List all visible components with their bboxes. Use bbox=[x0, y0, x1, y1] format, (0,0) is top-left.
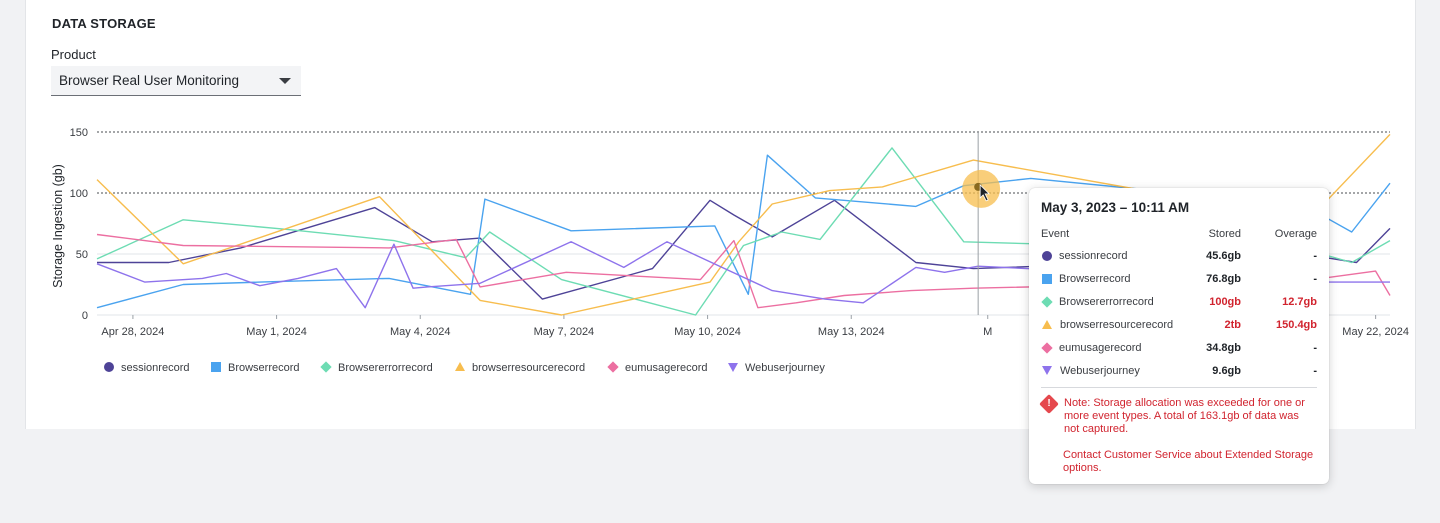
tooltip-row: Browsererrorrecord 100gb 12.7gb bbox=[1041, 290, 1317, 313]
triangle-up-icon bbox=[1042, 320, 1052, 329]
tooltip-row-name: sessionrecord bbox=[1041, 244, 1177, 267]
col-event: Event bbox=[1041, 228, 1070, 240]
legend-diamond-icon bbox=[320, 361, 332, 373]
legend-item-eumusagerecord[interactable]: eumusagerecord bbox=[607, 361, 708, 374]
x-tick-label: May 7, 2024 bbox=[534, 326, 595, 338]
tooltip-row-stored: 100gb bbox=[1209, 295, 1241, 308]
storage-chart: 0 50 100 150 Apr 28, 2024 May 1, 2024 May 4, … bbox=[51, 127, 1409, 374]
y-tick-label: 50 bbox=[76, 249, 88, 261]
legend-circle-icon bbox=[104, 362, 114, 372]
legend-triangle-up-icon bbox=[455, 362, 465, 371]
tooltip-row-stored: 45.6gb bbox=[1206, 249, 1241, 262]
tooltip-divider bbox=[1041, 387, 1317, 388]
tooltip-row-name: Browsererrorrecord bbox=[1041, 290, 1177, 313]
tooltip-row: Webuserjourney 9.6gb - bbox=[1041, 359, 1317, 382]
legend-label: Webuserjourney bbox=[745, 362, 825, 374]
tooltip-row-overage: - bbox=[1313, 272, 1317, 285]
legend-label: sessionrecord bbox=[121, 362, 189, 374]
tooltip-row-label: Browsererrorrecord bbox=[1059, 295, 1154, 308]
tooltip-row-overage: 150.4gb bbox=[1276, 318, 1317, 331]
cursor-icon bbox=[979, 183, 991, 202]
tooltip-row-stored: 76.8gb bbox=[1206, 272, 1241, 285]
legend-label: browserresourcerecord bbox=[472, 362, 585, 374]
legend-label: Browsererrorrecord bbox=[338, 362, 433, 374]
tooltip-row-label: eumusagerecord bbox=[1059, 341, 1142, 354]
legend-item-browserrecord[interactable]: Browserrecord bbox=[211, 362, 300, 374]
tooltip-row-label: sessionrecord bbox=[1059, 249, 1128, 262]
tooltip-row-name: browserresourcerecord bbox=[1041, 313, 1177, 336]
triangle-down-icon bbox=[1042, 366, 1052, 375]
legend-item-sessionrecord[interactable]: sessionrecord bbox=[104, 362, 189, 374]
tooltip-row-overage: - bbox=[1313, 341, 1317, 354]
y-tick-label: 100 bbox=[70, 188, 88, 200]
x-tick-label: May 1, 2024 bbox=[246, 326, 307, 338]
y-axis-label: Storage Ingestion (gb) bbox=[51, 164, 65, 288]
note-text: Note: Storage allocation was exceeded fo… bbox=[1064, 397, 1305, 435]
tooltip-row-overage: 12.7gb bbox=[1282, 295, 1317, 308]
circle-icon bbox=[1042, 250, 1052, 261]
legend-item-browsererrorrecord[interactable]: Browsererrorrecord bbox=[320, 361, 433, 374]
series-line-browserresourcerecord bbox=[96, 133, 1391, 316]
legend-label: Browserrecord bbox=[228, 362, 300, 374]
series-line-browserrecord bbox=[96, 154, 1391, 309]
tooltip-row: browserresourcerecord 2tb 150.4gb bbox=[1041, 313, 1317, 336]
col-stored: Stored bbox=[1208, 228, 1241, 240]
tooltip-row-stored: 9.6gb bbox=[1212, 364, 1241, 377]
legend-item-browserresourcerecord[interactable]: browserresourcerecord bbox=[455, 362, 585, 374]
tooltip-row-label: Browserrecord bbox=[1059, 272, 1131, 285]
tooltip-row: Browserrecord 76.8gb - bbox=[1041, 267, 1317, 290]
diamond-icon bbox=[1041, 295, 1053, 308]
tooltip-row-name: Webuserjourney bbox=[1041, 359, 1177, 382]
legend-triangle-down-icon bbox=[728, 363, 738, 372]
legend-label: eumusagerecord bbox=[625, 362, 708, 374]
tooltip-row-label: Webuserjourney bbox=[1060, 364, 1140, 377]
tooltip-row: eumusagerecord 34.8gb - bbox=[1041, 336, 1317, 359]
section-title: DATA STORAGE bbox=[52, 16, 156, 31]
contact-text: Contact Customer Service about Extended … bbox=[1063, 449, 1314, 474]
warning-icon: ! bbox=[1039, 394, 1059, 414]
x-tick-label: May 13, 2024 bbox=[818, 326, 885, 338]
legend-diamond-icon bbox=[607, 361, 619, 373]
y-axis: 0 50 100 150 bbox=[70, 127, 88, 322]
tooltip-row-name: eumusagerecord bbox=[1041, 336, 1177, 359]
y-tick-label: 0 bbox=[82, 310, 88, 322]
col-overage: Overage bbox=[1274, 228, 1317, 240]
tooltip-row-overage: - bbox=[1313, 249, 1317, 262]
y-tick-label: 150 bbox=[70, 127, 88, 139]
x-axis: Apr 28, 2024 May 1, 2024 May 4, 2024 May 7,… bbox=[101, 315, 1409, 338]
legend-item-webuserjourney[interactable]: Webuserjourney bbox=[728, 362, 825, 374]
tooltip-row-overage: - bbox=[1313, 364, 1317, 377]
series-line-webuserjourney bbox=[96, 241, 1390, 309]
x-tick-label: Apr 28, 2024 bbox=[101, 326, 164, 338]
tooltip-row-label: browserresourcerecord bbox=[1060, 318, 1174, 331]
square-icon bbox=[1042, 273, 1052, 284]
chart-legend: sessionrecord Browserrecord Browsererrorre… bbox=[104, 361, 825, 374]
product-select[interactable]: Browser Real User Monitoring bbox=[51, 66, 301, 96]
tooltip-row-stored: 34.8gb bbox=[1206, 341, 1241, 354]
legend-square-icon bbox=[211, 362, 221, 372]
x-tick-label: May 22, 2024 bbox=[1342, 326, 1409, 338]
tooltip-note: ! Note: Storage allocation was exceeded … bbox=[1039, 394, 1317, 449]
chevron-down-icon bbox=[279, 78, 291, 84]
hover-highlight bbox=[962, 132, 1001, 315]
diamond-icon bbox=[1041, 341, 1053, 354]
tooltip-row-name: Browserrecord bbox=[1041, 267, 1177, 290]
tooltip-title: May 3, 2023 – 10:11 AM bbox=[1041, 200, 1190, 215]
x-tick-label: May 4, 2024 bbox=[390, 326, 451, 338]
x-tick-label: M bbox=[983, 326, 992, 338]
tooltip-row-stored: 2tb bbox=[1224, 318, 1242, 331]
tooltip-table: Event Stored Overage sessionrecord 45.6gb… bbox=[1041, 224, 1317, 382]
product-label: Product bbox=[51, 47, 96, 62]
tooltip-row: sessionrecord 45.6gb - bbox=[1041, 244, 1317, 267]
x-tick-label: May 10, 2024 bbox=[674, 326, 741, 338]
chart-tooltip: May 3, 2023 – 10:11 AM Event Stored Over… bbox=[1029, 188, 1329, 484]
product-select-value: Browser Real User Monitoring bbox=[59, 73, 240, 88]
